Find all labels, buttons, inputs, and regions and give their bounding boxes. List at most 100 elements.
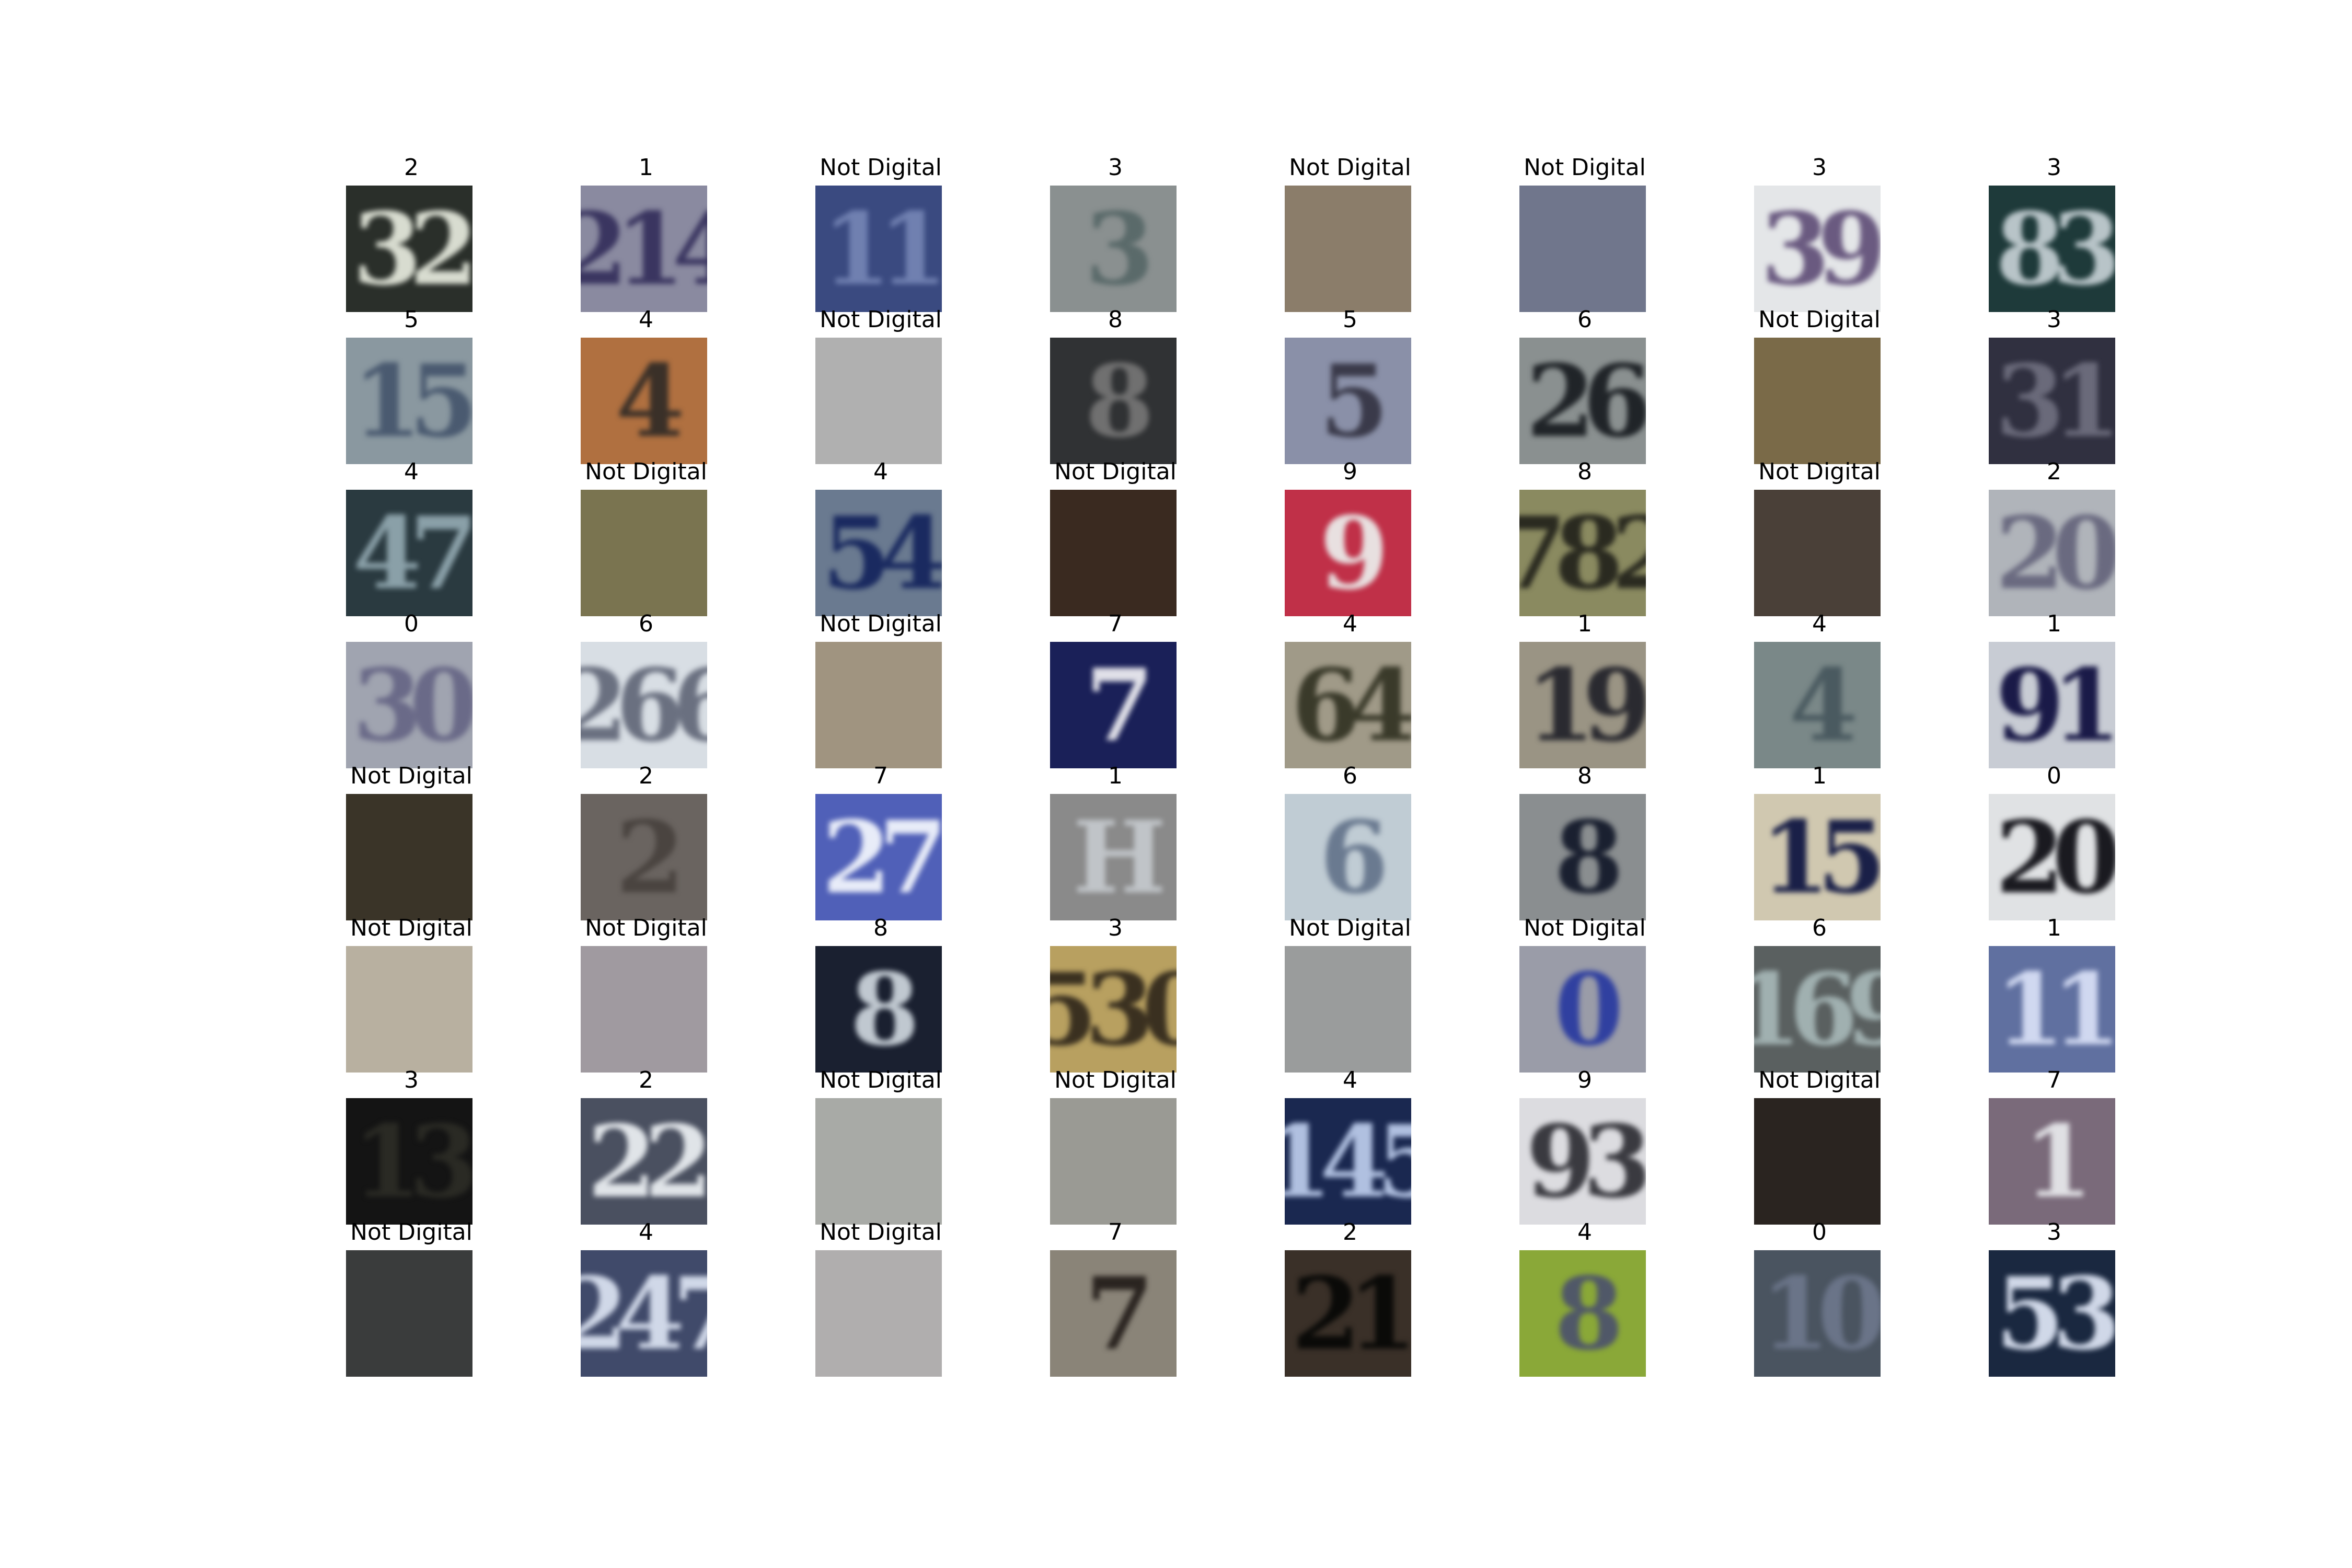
digit-thumbnail: 10	[1754, 1250, 1881, 1377]
panel-label: 8	[873, 915, 888, 941]
thumbnail-digits: 15	[352, 342, 472, 459]
digit-thumbnail: 15	[346, 338, 472, 464]
thumbnail-digits: 9	[1319, 494, 1389, 612]
panel-label: 3	[1108, 915, 1123, 941]
digit-panel: Not Digital	[1741, 1067, 1898, 1225]
thumbnail-digits: 8	[1085, 342, 1154, 459]
panel-label: 6	[1343, 763, 1357, 789]
digit-thumbnail: 91	[1989, 642, 2115, 768]
panel-label: 3	[2047, 306, 2061, 333]
digit-thumbnail: 9	[1285, 490, 1411, 616]
digit-thumbnail: 530	[1050, 946, 1177, 1073]
thumbnail-digits: 145	[1285, 1103, 1411, 1220]
panel-label: 1	[2047, 610, 2061, 637]
digit-panel: 2 21	[1272, 1219, 1428, 1377]
digit-panel: Not Digital	[802, 1067, 959, 1225]
panel-label: 0	[1812, 1219, 1827, 1246]
digit-thumbnail	[815, 1250, 942, 1377]
digit-thumbnail: 3	[1050, 186, 1177, 312]
digit-panel: 3 39	[1741, 154, 1898, 312]
panel-label: Not Digital	[820, 306, 942, 333]
thumbnail-digits: 30	[352, 647, 472, 764]
panel-label: 3	[1108, 154, 1123, 181]
digit-panel: 6 266	[568, 610, 724, 768]
digit-panel: 1 19	[1506, 610, 1663, 768]
thumbnail-digits	[815, 1098, 942, 1225]
digit-panel: Not Digital	[333, 915, 490, 1073]
digit-panel: 4 47	[333, 458, 490, 616]
digit-thumbnail: 1	[1989, 1098, 2115, 1225]
digit-thumbnail: 83	[1989, 186, 2115, 312]
digit-thumbnail	[1050, 490, 1177, 616]
panel-label: Not Digital	[350, 763, 472, 789]
digit-panel: Not Digital	[1272, 915, 1428, 1073]
digit-thumbnail: 53	[1989, 1250, 2115, 1377]
digit-panel: 8 782	[1506, 458, 1663, 616]
digit-thumbnail: 5	[1285, 338, 1411, 464]
digit-panel: 4 64	[1272, 610, 1428, 768]
panel-label: 0	[2047, 763, 2061, 789]
digit-panel: Not Digital	[1272, 154, 1428, 312]
thumbnail-digits: 1	[2023, 1103, 2093, 1220]
digit-panel: 0 30	[333, 610, 490, 768]
digit-thumbnail: 13	[346, 1098, 472, 1225]
digit-thumbnail: 21	[1285, 1250, 1411, 1377]
panel-label: 8	[1108, 306, 1123, 333]
panel-label: 8	[1577, 763, 1592, 789]
digit-panel: 0 10	[1741, 1219, 1898, 1377]
panel-label: Not Digital	[1758, 458, 1881, 485]
panel-label: Not Digital	[1524, 154, 1646, 181]
digit-thumbnail	[1754, 1098, 1881, 1225]
thumbnail-digits: 64	[1291, 647, 1411, 764]
panel-label: Not Digital	[350, 915, 472, 941]
digit-thumbnail	[346, 946, 472, 1073]
panel-label: 0	[404, 610, 419, 637]
digit-panel: 3 530	[1037, 915, 1194, 1073]
digit-thumbnail: 4	[581, 338, 707, 464]
panel-label: Not Digital	[1054, 458, 1177, 485]
digit-panel: Not Digital	[1741, 458, 1898, 616]
digit-panel: Not Digital	[802, 306, 959, 464]
digit-panel: 1 91	[1976, 610, 2132, 768]
panel-label: 4	[639, 306, 653, 333]
panel-label: 4	[1577, 1219, 1592, 1246]
digit-panel: 3 83	[1976, 154, 2132, 312]
thumbnail-digits: 266	[581, 647, 707, 764]
digit-panel: 9 93	[1506, 1067, 1663, 1225]
digit-thumbnail: 11	[1989, 946, 2115, 1073]
thumbnail-digits: 21	[1291, 1255, 1411, 1372]
digit-thumbnail: 247	[581, 1250, 707, 1377]
panel-label: 4	[1812, 610, 1827, 637]
panel-label: 6	[1577, 306, 1592, 333]
panel-label: 9	[1577, 1067, 1592, 1093]
thumbnail-digits: 8	[850, 951, 919, 1068]
digit-thumbnail	[1285, 186, 1411, 312]
thumbnail-digits: 11	[822, 190, 942, 307]
digit-panel: 2 32	[333, 154, 490, 312]
digit-panel: Not Digital	[568, 458, 724, 616]
panel-label: 6	[639, 610, 653, 637]
digit-panel: 4 145	[1272, 1067, 1428, 1225]
panel-label: Not Digital	[585, 458, 707, 485]
thumbnail-digits: 93	[1526, 1103, 1646, 1220]
thumbnail-digits: 54	[822, 494, 942, 612]
thumbnail-digits: 530	[1050, 951, 1177, 1068]
panel-label: 7	[1108, 1219, 1123, 1246]
thumbnail-digits	[346, 1250, 472, 1377]
digit-thumbnail	[1754, 338, 1881, 464]
thumbnail-digits	[815, 338, 942, 464]
thumbnail-digits: 15	[1760, 799, 1881, 916]
digit-thumbnail	[1285, 946, 1411, 1073]
panel-label: Not Digital	[1054, 1067, 1177, 1093]
thumbnail-digits	[581, 490, 707, 616]
thumbnail-digits: 7	[1085, 647, 1154, 764]
digit-panel: 3 53	[1976, 1219, 2132, 1377]
